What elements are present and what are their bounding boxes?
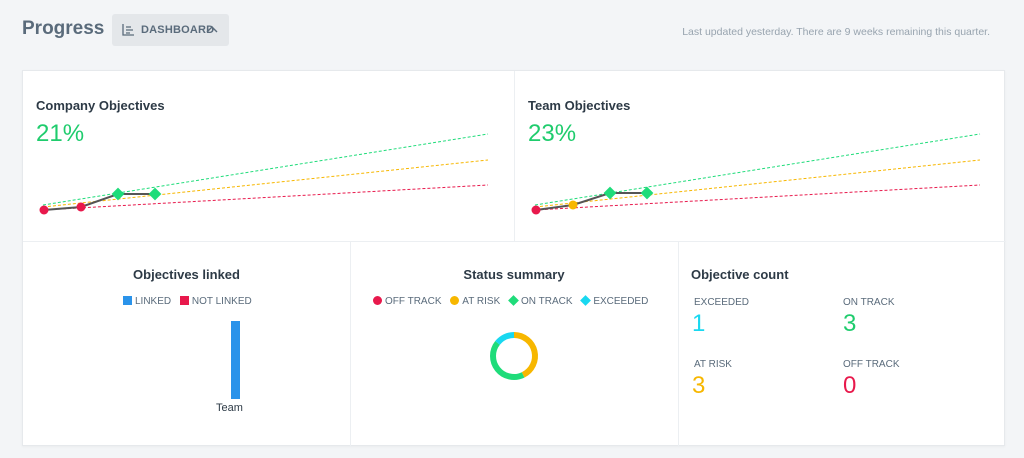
off-track-line [534,184,981,211]
legend-label: LINKED [135,296,172,307]
legend-dot-at-risk [450,296,460,305]
divider-bottom-left [350,241,351,447]
company-trend-chart [39,133,489,215]
ontrack-value: 3 [843,310,857,337]
point-off-track [39,205,49,215]
point-on-track [640,186,654,200]
team-trend-chart [531,133,981,215]
donut-slice-at-risk [513,332,538,378]
legend-dot-off-track [373,296,382,305]
at-risk-line [42,159,489,208]
progress-card: Company Objectives 21% Team Objectives 2… [22,70,1006,447]
page-title: Progress [22,18,105,39]
legend-swatch-linked [123,296,132,305]
updated-text: Last updated yesterday. There are 9 week… [682,26,990,38]
top-bar: Progress DASHBOARD Last updated yesterda… [0,0,1024,62]
team-percent: 23% [528,120,577,147]
objective-count-title: Objective count [691,267,789,282]
point-on-track [603,186,617,200]
legend-label: OFF TRACK [385,296,442,307]
bar-label-team: Team [216,402,243,414]
legend-on-track: ON TRACK [508,295,573,307]
bar-team-linked [231,321,240,399]
team-objectives-title: Team Objectives [528,98,631,113]
point-off-track [76,202,86,212]
donut-slice-on-track [490,341,525,380]
progress-line [43,193,155,211]
atrisk-label: AT RISK [694,359,732,370]
progress-line [535,192,647,211]
on-track-line [534,133,981,206]
legend-exceeded: EXCEEDED [580,295,649,307]
legend-at-risk: AT RISK [450,296,500,307]
legend-label: EXCEEDED [593,296,649,307]
company-percent: 21% [36,120,85,147]
exceeded-label: EXCEEDED [694,297,750,308]
point-on-track [148,187,162,201]
linked-bar-chart [231,321,240,399]
point-on-track [111,187,125,201]
at-risk-line [534,159,981,208]
status-legend: OFF TRACK AT RISK ON TRACK EXCEEDED [373,295,654,307]
chevron-up-icon[interactable] [206,25,218,33]
atrisk-value: 3 [692,372,706,399]
status-summary-title: Status summary [463,267,565,282]
list-chart-icon [122,24,134,36]
company-objectives-title: Company Objectives [36,98,165,113]
legend-off-track: OFF TRACK [373,296,441,307]
legend-diamond-on-track [508,295,519,306]
linked-legend: LINKED NOT LINKED [123,296,258,307]
legend-linked: LINKED [123,296,171,307]
divider-bottom-right [678,241,679,447]
donut-slice-exceeded [495,332,515,345]
status-donut-chart [490,332,538,380]
point-at-risk [568,200,578,210]
legend-not-linked: NOT LINKED [179,296,252,307]
divider-top [514,71,515,241]
point-off-track [531,205,541,215]
dashboard-label: DASHBOARD [141,24,215,36]
legend-diamond-exceeded [580,295,592,306]
legend-label: NOT LINKED [191,296,252,307]
legend-label: AT RISK [462,296,501,307]
off-track-line [42,184,489,211]
objectives-linked-title: Objectives linked [133,267,240,282]
legend-swatch-not-linked [179,296,189,305]
on-track-line [42,133,489,206]
offtrack-label: OFF TRACK [843,359,900,370]
ontrack-label: ON TRACK [843,297,895,308]
divider-horizontal [23,241,1006,242]
exceeded-value: 1 [692,310,706,337]
legend-label: ON TRACK [521,296,573,307]
offtrack-value: 0 [843,372,857,399]
